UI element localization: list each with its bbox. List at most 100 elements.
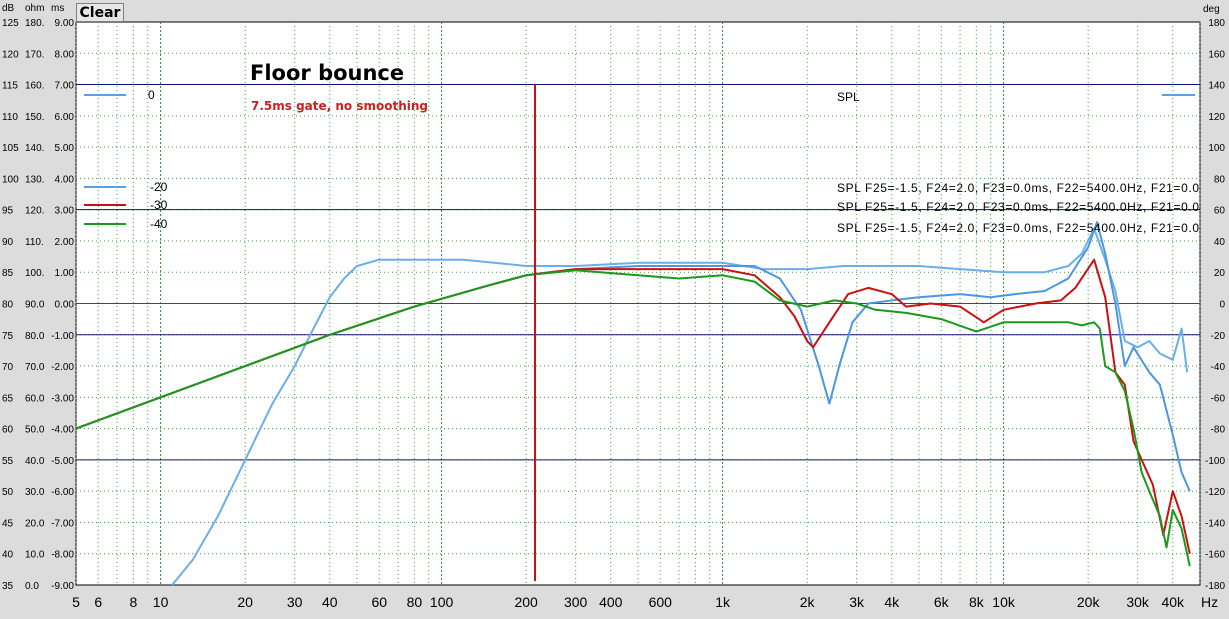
left-tick-ohm: 40.0: [25, 456, 45, 467]
x-tick: 6k: [934, 594, 950, 610]
left-tick-ohm: 20.0: [25, 518, 45, 529]
left-unit-ms: ms: [51, 3, 64, 14]
right-tick: -100: [1205, 456, 1225, 467]
chart-subtitle: 7.5ms gate, no smoothing: [251, 99, 428, 113]
left-tick-db: 105: [2, 143, 19, 154]
right-tick: -60: [1211, 393, 1226, 404]
x-tick: 10k: [992, 594, 1016, 610]
legend-label-2: -30: [150, 198, 168, 212]
x-tick: 300: [564, 594, 588, 610]
x-axis: 5 6 8 10 20 30 40 60 80 100 200 300 400 600 1k 2k 3k 4k 6k…: [72, 594, 1185, 610]
x-tick: 40k: [1161, 594, 1185, 610]
left-tick-ohm: 140.: [25, 143, 44, 154]
left-tick-ohm: 60.0: [25, 393, 45, 404]
left-tick-ms: -7.00: [51, 518, 74, 529]
x-tick: 60: [371, 594, 387, 610]
x-tick: 8k: [969, 594, 985, 610]
chart-title: Floor bounce: [250, 61, 404, 85]
left-tick-ms: 7.00: [55, 81, 75, 92]
right-tick: 80: [1214, 174, 1226, 185]
x-tick: 2k: [800, 594, 816, 610]
right-unit-deg: deg: [1203, 4, 1220, 15]
left-tick-ms: 9.00: [55, 18, 75, 29]
left-unit-ohm: ohm: [25, 3, 44, 14]
left-tick-db: 115: [2, 81, 18, 92]
left-tick-ohm: 10.0: [25, 550, 45, 561]
right-tick: 60: [1214, 206, 1226, 217]
right-tick: 0: [1219, 300, 1225, 311]
x-tick: 40: [322, 594, 338, 610]
x-tick: 400: [599, 594, 623, 610]
left-tick-ohm: 160.: [25, 81, 44, 92]
left-tick-db: 95: [2, 206, 14, 217]
x-tick: 600: [649, 594, 673, 610]
x-tick: 20k: [1077, 594, 1101, 610]
left-tick-db: 85: [2, 268, 14, 279]
left-tick-ohm: 170.: [25, 49, 44, 60]
left-tick-ms: -1.00: [51, 331, 74, 342]
right-tick: 140: [1208, 81, 1225, 92]
left-tick-ms: -5.00: [51, 456, 74, 467]
right-tick: 20: [1214, 268, 1226, 279]
x-tick: 5: [72, 594, 80, 610]
left-tick-ohm: 150.: [25, 112, 44, 123]
left-tick-ohm: 30.0: [25, 487, 45, 498]
x-tick: 80: [407, 594, 423, 610]
right-legend: SPL SPL F25=-1.5, F24=2.0, F23=0.0ms, F22…: [837, 90, 1199, 235]
right-tick: 100: [1208, 143, 1225, 154]
left-tick-ohm: 70.0: [25, 362, 45, 373]
left-tick-ms: 3.00: [55, 206, 75, 217]
right-legend-label-1: SPL F25=-1.5, F24=2.0, F23=0.0ms, F22=54…: [837, 181, 1199, 195]
right-tick: -20: [1211, 331, 1226, 342]
left-tick-ms: 2.00: [55, 237, 75, 248]
right-tick: -180: [1205, 581, 1225, 592]
x-tick: 4k: [884, 594, 900, 610]
left-tick-db: 65: [2, 393, 14, 404]
x-tick: 1k: [715, 594, 731, 610]
left-tick-ms: -8.00: [51, 550, 74, 561]
left-tick-db: 125: [2, 18, 19, 29]
left-tick-db: 70: [2, 362, 14, 373]
left-tick-ohm: 0.0: [25, 581, 39, 592]
x-tick: 30k: [1126, 594, 1150, 610]
right-legend-label-0: SPL: [837, 90, 860, 104]
left-axis: 125 180. 9.00 120 170. 8.00 115 160. 7.00 110 150.…: [2, 18, 74, 592]
left-tick-ms: 0.00: [55, 300, 75, 311]
legend-label-0: 0: [148, 88, 155, 102]
left-unit-db: dB: [2, 3, 15, 14]
x-tick: 200: [514, 594, 538, 610]
left-tick-db: 60: [2, 425, 14, 436]
left-tick-db: 35: [2, 581, 14, 592]
left-tick-ohm: 130.: [25, 174, 44, 185]
right-legend-label-3: SPL F25=-1.5, F24=2.0, F23=0.0ms, F22=54…: [837, 221, 1199, 235]
left-tick-ms: 8.00: [55, 49, 75, 60]
left-tick-ms: 5.00: [55, 143, 75, 154]
left-tick-ms: -9.00: [51, 581, 74, 592]
x-tick: 20: [237, 594, 253, 610]
right-axis: 180 160 140 120 100 80 60 40 20 0 -20 -40 -60 -80 -100…: [1205, 18, 1225, 592]
legend: 0 -20 -30 -40: [84, 88, 168, 231]
left-tick-ohm: 180.: [25, 18, 44, 29]
x-tick: 8: [129, 594, 137, 610]
legend-label-1: -20: [150, 180, 168, 194]
left-tick-ohm: 80.0: [25, 331, 45, 342]
left-tick-db: 50: [2, 487, 14, 498]
right-tick: 180: [1208, 18, 1225, 29]
left-tick-ohm: 50.0: [25, 425, 45, 436]
left-tick-ms: 1.00: [55, 268, 75, 279]
x-tick: 100: [430, 594, 454, 610]
left-tick-db: 55: [2, 456, 14, 467]
right-tick: -140: [1205, 518, 1225, 529]
right-tick: -40: [1211, 362, 1226, 373]
legend-label-3: -40: [150, 217, 168, 231]
left-tick-db: 120: [2, 49, 19, 60]
x-unit-hz: Hz: [1201, 594, 1218, 610]
left-tick-db: 45: [2, 518, 14, 529]
right-tick: -120: [1205, 487, 1225, 498]
left-tick-db: 75: [2, 331, 14, 342]
right-tick: 120: [1208, 112, 1225, 123]
left-tick-ohm: 90.0: [25, 300, 45, 311]
left-tick-ms: -3.00: [51, 393, 74, 404]
clear-button[interactable]: Clear: [76, 3, 124, 22]
left-tick-db: 100: [2, 174, 19, 185]
